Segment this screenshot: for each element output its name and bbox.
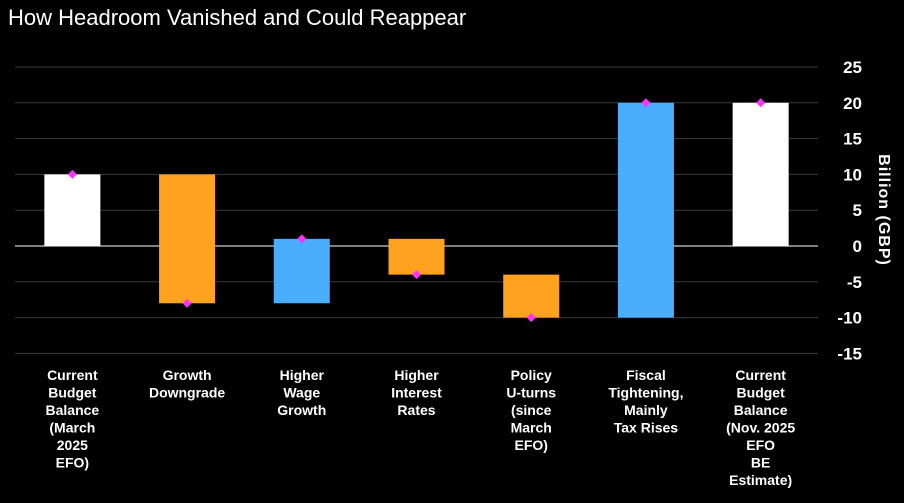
marker-1 <box>182 298 192 308</box>
bars <box>44 102 789 318</box>
marker-6 <box>756 98 766 108</box>
bar-0 <box>44 174 101 246</box>
marker-0 <box>67 169 77 179</box>
marker-5 <box>641 98 651 108</box>
y-tick-label: 15 <box>843 130 862 149</box>
y-tick-label: 25 <box>843 58 862 77</box>
x-tick-label: Fiscal Tightening, Mainly Tax Rises <box>608 367 683 436</box>
x-tick-label: Policy U-turns (since March EFO) <box>506 367 556 453</box>
y-tick-label: -5 <box>847 273 862 292</box>
marker-2 <box>297 234 307 244</box>
x-tick-label: Growth Downgrade <box>149 367 225 401</box>
y-axis: 25 20 15 10 5 0 -5 -10 -15 <box>837 58 862 363</box>
y-tick-label: -10 <box>837 309 862 328</box>
bar-5 <box>617 102 674 318</box>
y-tick-label: -15 <box>837 344 862 363</box>
bar-4 <box>503 274 560 318</box>
marker-3 <box>412 270 421 280</box>
x-tick-label: Current Budget Balance (Nov. 2025 EFO BE Estim… <box>726 367 795 488</box>
y-tick-label: 20 <box>843 94 862 113</box>
x-tick-label: Higher Wage Growth <box>277 367 326 418</box>
bar-6 <box>732 102 789 246</box>
bar-3 <box>388 238 445 275</box>
x-axis: Current Budget Balance (March 2025 EFO) Growth… <box>46 367 796 488</box>
y-tick-label: 10 <box>843 165 862 184</box>
bar-1 <box>159 174 216 304</box>
x-tick-label: Current Budget Balance (March 2025 EFO) <box>46 367 100 471</box>
y-tick-label: 5 <box>853 201 862 220</box>
x-tick-label: Higher Interest Rates <box>391 367 442 418</box>
y-tick-label: 0 <box>853 237 862 256</box>
y-axis-label: Billion (GBP) <box>875 154 892 266</box>
markers <box>67 98 766 323</box>
chart-title: How Headroom Vanished and Could Reappear <box>8 5 467 30</box>
marker-4 <box>526 313 536 323</box>
grid-lines <box>15 66 818 354</box>
bar-2 <box>273 238 330 304</box>
